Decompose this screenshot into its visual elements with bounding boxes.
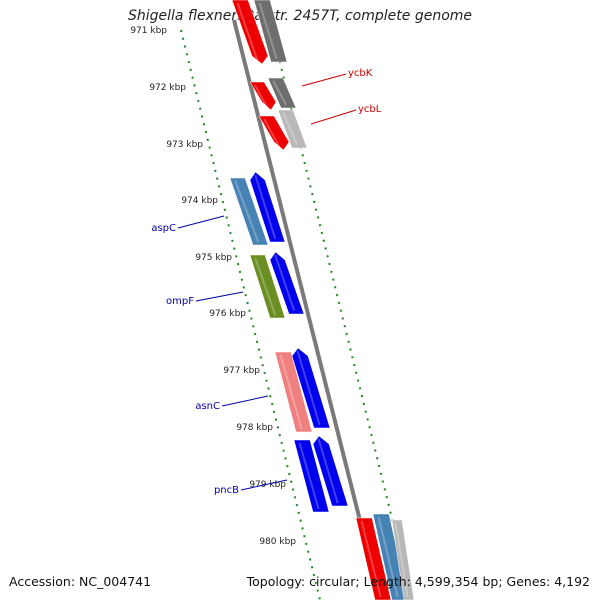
gene-highlight	[317, 438, 339, 504]
genome-summary: Topology: circular; Length: 4,599,354 bp…	[246, 574, 590, 589]
gene-feature	[372, 513, 409, 600]
gene-highlight	[377, 516, 399, 598]
gene-feature	[274, 351, 313, 433]
gene-label-ycbK[interactable]: ycbK	[348, 68, 373, 79]
gene-feature	[391, 519, 415, 600]
gene-feature	[249, 81, 277, 111]
gene-feature	[291, 347, 331, 429]
gene-highlight	[263, 118, 281, 148]
gene-highlight	[236, 2, 259, 62]
gene-highlight	[274, 254, 296, 312]
gene-feature	[253, 0, 288, 63]
kbp-label: 975 kbp	[195, 253, 232, 263]
gene-highlight	[298, 442, 320, 510]
gene-feature	[267, 77, 297, 109]
gene-feature	[249, 254, 286, 319]
gene-feature	[312, 435, 349, 507]
gene-highlight	[279, 354, 303, 430]
gene-leader-line	[221, 395, 269, 407]
gene-feature	[249, 171, 286, 243]
kbp-label: 979 kbp	[249, 480, 286, 490]
gene-leader-line	[240, 479, 288, 491]
kbp-label: 977 kbp	[223, 366, 260, 376]
gene-leader-line	[310, 109, 357, 125]
gene-highlight	[254, 257, 277, 316]
accession-text: Accession: NC_004741	[9, 574, 152, 589]
gene-label-asnC[interactable]: asnC	[195, 401, 220, 412]
gene-features	[229, 0, 415, 600]
genome-backbone	[232, 19, 382, 600]
map-title: Shigella flexneri 2a str. 2457T, complet…	[127, 8, 473, 24]
gene-leader-line	[177, 215, 225, 229]
kbp-label: 978 kbp	[236, 423, 273, 433]
gene-label-aspC[interactable]: aspC	[151, 223, 176, 234]
gene-highlight	[254, 84, 268, 108]
gene-feature	[258, 115, 290, 151]
gene-feature	[293, 439, 330, 513]
gene-label-ycbL[interactable]: ycbL	[358, 104, 382, 115]
kbp-label: 973 kbp	[166, 140, 203, 150]
gene-highlight	[394, 522, 409, 598]
gene-highlight	[272, 80, 288, 106]
gene-highlight	[360, 520, 382, 598]
gene-highlight	[234, 180, 260, 243]
gene-feature	[231, 0, 269, 65]
gene-leader-line	[195, 291, 244, 302]
gene-labels: ycbK ycbL aspC ompF asnC pncB	[151, 68, 381, 496]
gene-highlight	[258, 2, 278, 60]
gene-label-ompF[interactable]: ompF	[166, 296, 194, 307]
kbp-label: 971 kbp	[130, 26, 167, 36]
gene-feature	[229, 177, 269, 246]
gene-highlight	[254, 174, 277, 240]
kbp-label: 980 kbp	[259, 537, 296, 547]
kbp-label: 974 kbp	[181, 196, 218, 206]
kbp-ticks: 971 kbp 972 kbp 973 kbp 974 kbp 975 kbp 976 k…	[130, 26, 296, 547]
gene-feature	[269, 251, 305, 315]
gene-label-pncB[interactable]: pncB	[214, 485, 239, 496]
gene-feature	[355, 517, 392, 600]
gene-feature	[277, 109, 308, 149]
gene-highlight	[282, 112, 299, 146]
inner-dotted-track	[180, 29, 321, 600]
gene-leader-line	[301, 73, 347, 87]
kbp-label: 976 kbp	[209, 309, 246, 319]
gene-highlight	[296, 350, 321, 426]
kbp-label: 972 kbp	[149, 83, 186, 93]
